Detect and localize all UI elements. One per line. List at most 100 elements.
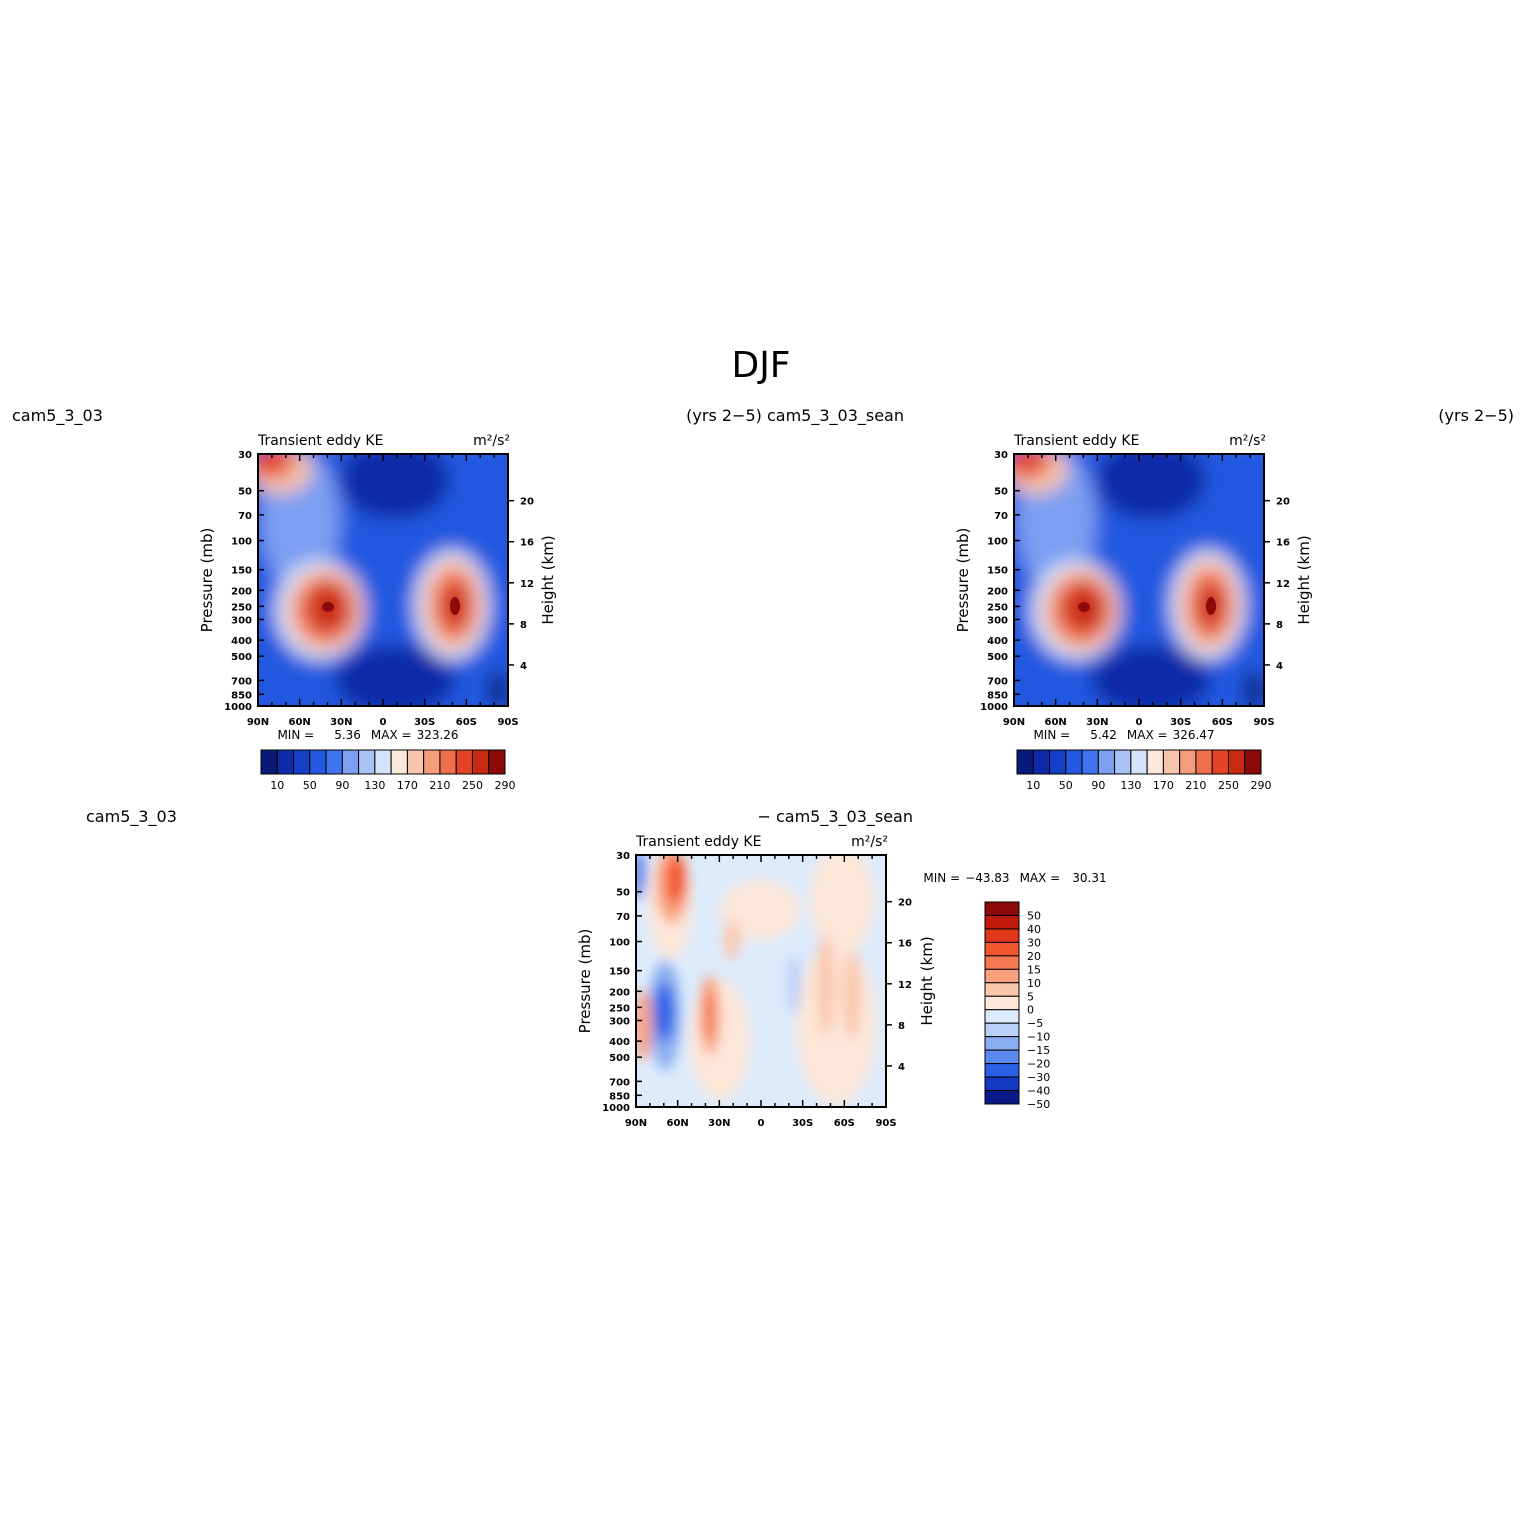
- colorbar-label: 40: [1027, 923, 1041, 936]
- xtick-label: 60S: [834, 1118, 855, 1129]
- colorbar-swatch: [1016, 749, 1034, 775]
- right-tick-label: 16: [898, 939, 912, 950]
- panel-control-max-value: 326.47: [1173, 728, 1215, 742]
- ytick-label: 500: [987, 652, 1008, 663]
- colorbar-swatch: [1065, 749, 1083, 775]
- colorbar-label: 5: [1027, 990, 1034, 1003]
- colorbar-swatch: [358, 749, 376, 775]
- xtick-label: 90N: [1003, 717, 1025, 728]
- right-tick-label: 8: [520, 620, 527, 631]
- colorbar-swatch: [471, 749, 490, 775]
- colorbar-label: −30: [1027, 1071, 1050, 1084]
- colorbar-label: −10: [1027, 1031, 1050, 1044]
- colorbar-swatch: [984, 1063, 1020, 1078]
- ytick-label: 400: [231, 636, 252, 647]
- colorbar-swatch: [423, 749, 441, 775]
- colorbar-label: 20: [1027, 950, 1041, 963]
- ytick-label: 50: [238, 487, 252, 498]
- panel-model-max-value: 323.26: [417, 728, 459, 742]
- right-tick-label: 16: [1276, 538, 1290, 549]
- xtick-label: 60S: [456, 717, 477, 728]
- right-years-label: (yrs 2−5): [1438, 406, 1514, 425]
- colorbar-swatch: [260, 749, 278, 775]
- xtick-label: 30N: [708, 1118, 730, 1129]
- colorbar-label: 50: [1059, 779, 1073, 792]
- colorbar-swatch: [1162, 749, 1181, 775]
- colorbar-swatch: [984, 982, 1020, 997]
- ytick-label: 100: [231, 537, 252, 548]
- panel-diff-min-value: −43.83: [965, 871, 1009, 885]
- colorbar-label: 130: [1120, 779, 1141, 792]
- colorbar-swatch: [1049, 749, 1067, 775]
- colorbar-label: 15: [1027, 963, 1041, 976]
- mid-case-label: (yrs 2−5) cam5_3_03_sean: [686, 406, 904, 426]
- ytick-label: 150: [987, 566, 1008, 577]
- colorbar-swatch: [984, 941, 1020, 957]
- ytick-label: 850: [609, 1091, 630, 1102]
- diff-left-label: cam5_3_03: [86, 807, 177, 827]
- colorbar-label: 130: [364, 779, 385, 792]
- colorbar-swatch: [1244, 749, 1262, 775]
- colorbar-swatch: [488, 749, 506, 775]
- xtick-label: 90S: [497, 717, 518, 728]
- colorbar-label: 30: [1027, 936, 1041, 949]
- ytick-label: 500: [609, 1053, 630, 1064]
- panel-model-min-text: MIN = 5.36 MAX = 323.26: [277, 728, 458, 742]
- ytick-label: 70: [994, 511, 1008, 522]
- right-tick-label: 4: [520, 661, 527, 672]
- ytick-label: 70: [616, 912, 630, 923]
- colorbar-label: 10: [270, 779, 284, 792]
- page-title: DJF: [731, 345, 790, 386]
- colorbar-swatch: [1195, 749, 1213, 775]
- ytick-label: 400: [609, 1037, 630, 1048]
- panel-control-colorbar: 10 50 90 130 170 210 250 290: [1016, 749, 1272, 792]
- colorbar-label: −40: [1027, 1085, 1050, 1098]
- xtick-label: 30S: [1170, 717, 1191, 728]
- xtick-label: 30S: [414, 717, 435, 728]
- colorbar-swatch: [1211, 749, 1229, 775]
- colorbar-swatch: [1130, 749, 1148, 775]
- ytick-label: 250: [231, 602, 252, 613]
- panel-diff-min-label: MIN =: [923, 871, 960, 885]
- right-tick-label: 20: [520, 497, 534, 508]
- ytick-label: 1000: [980, 702, 1008, 713]
- colorbar-swatch: [325, 749, 343, 775]
- ytick-label: 30: [238, 450, 252, 461]
- xtick-label: 90N: [247, 717, 269, 728]
- panel-model-units: m²/s²: [473, 433, 510, 449]
- xtick-label: 60S: [1212, 717, 1233, 728]
- xtick-label: 90S: [875, 1118, 896, 1129]
- colorbar-swatch: [984, 1090, 1020, 1105]
- right-tick-label: 12: [898, 980, 912, 991]
- colorbar-label: 290: [495, 779, 516, 792]
- ytick-label: 700: [231, 676, 252, 687]
- colorbar-label: 90: [335, 779, 349, 792]
- panel-diff-ylabel-right: Height (km): [918, 936, 936, 1025]
- ytick-label: 150: [609, 967, 630, 978]
- colorbar-swatch: [984, 1036, 1020, 1051]
- colorbar-swatch: [984, 968, 1020, 984]
- panel-control-min-label: MIN =: [1033, 728, 1070, 742]
- colorbar-label: −15: [1027, 1044, 1050, 1057]
- colorbar-swatch: [276, 749, 295, 775]
- panel-control-ylabel: Pressure (mb): [954, 528, 972, 633]
- xtick-label: 90N: [625, 1118, 647, 1129]
- ytick-label: 100: [987, 537, 1008, 548]
- ytick-label: 50: [994, 487, 1008, 498]
- panel-diff-ylabel: Pressure (mb): [576, 929, 594, 1034]
- panel-diff-units: m²/s²: [851, 834, 888, 850]
- ytick-label: 30: [616, 851, 630, 862]
- colorbar-swatch: [341, 749, 360, 775]
- colorbar-swatch: [374, 749, 392, 775]
- colorbar-label: −5: [1027, 1017, 1043, 1030]
- panel-model-min-value: 5.36: [334, 728, 361, 742]
- colorbar-swatch: [984, 1076, 1020, 1092]
- ytick-label: 250: [609, 1003, 630, 1014]
- panel-control-contour-field: [1014, 454, 1264, 706]
- colorbar-swatch: [984, 901, 1020, 916]
- xtick-label: 60N: [289, 717, 311, 728]
- panel-model-max-label: MAX =: [371, 728, 412, 742]
- ytick-label: 200: [231, 586, 252, 597]
- ytick-label: 1000: [602, 1103, 630, 1114]
